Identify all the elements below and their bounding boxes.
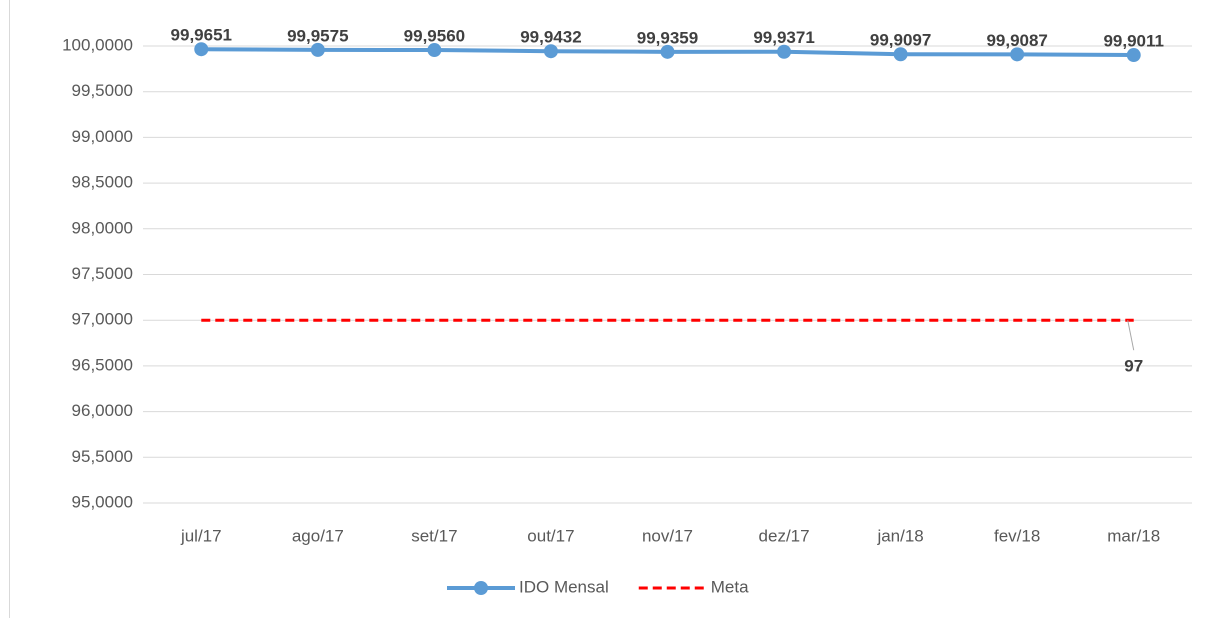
- marker: [543, 44, 558, 59]
- marker: [660, 44, 675, 59]
- x-tick-label: set/17: [411, 526, 457, 545]
- y-tick-label: 97,0000: [72, 310, 133, 329]
- y-tick-label: 95,5000: [72, 447, 133, 466]
- y-tick-label: 99,0000: [72, 127, 133, 146]
- legend-marker: [474, 581, 488, 595]
- data-label: 99,9011: [1103, 32, 1164, 51]
- x-tick-label: nov/17: [642, 526, 693, 545]
- marker: [194, 42, 209, 57]
- data-label: 99,9097: [870, 31, 931, 50]
- x-tick-label: jan/18: [876, 526, 923, 545]
- y-tick-label: 99,5000: [72, 81, 133, 100]
- data-label: 99,9575: [287, 26, 348, 45]
- x-tick-label: dez/17: [759, 526, 810, 545]
- y-tick-label: 96,5000: [72, 355, 133, 374]
- x-tick-label: jul/17: [180, 526, 222, 545]
- data-label: 97: [1124, 357, 1143, 376]
- marker: [427, 43, 442, 58]
- marker: [1126, 48, 1141, 63]
- x-tick-label: out/17: [527, 526, 574, 545]
- x-tick-label: mar/18: [1107, 526, 1160, 545]
- y-tick-label: 95,0000: [72, 492, 133, 511]
- data-label: 99,9359: [637, 28, 698, 47]
- data-label: 99,9651: [171, 26, 232, 45]
- x-tick-label: ago/17: [292, 526, 344, 545]
- data-label: 99,9432: [520, 28, 581, 47]
- marker: [310, 42, 325, 57]
- y-tick-label: 97,5000: [72, 264, 133, 283]
- marker: [1010, 47, 1025, 62]
- data-label: 99,9371: [753, 28, 814, 47]
- leader-line: [1127, 320, 1135, 351]
- data-label: 99,9560: [404, 27, 465, 46]
- y-tick-label: 96,0000: [72, 401, 133, 420]
- legend-label: Meta: [711, 577, 749, 596]
- legend-label: IDO Mensal: [519, 577, 609, 596]
- y-tick-label: 98,0000: [72, 218, 133, 237]
- data-label: 99,9087: [986, 31, 1047, 50]
- y-tick-label: 100,0000: [62, 35, 133, 54]
- marker: [777, 44, 792, 59]
- marker: [893, 47, 908, 62]
- y-tick-label: 98,5000: [72, 173, 133, 192]
- x-tick-label: fev/18: [994, 526, 1040, 545]
